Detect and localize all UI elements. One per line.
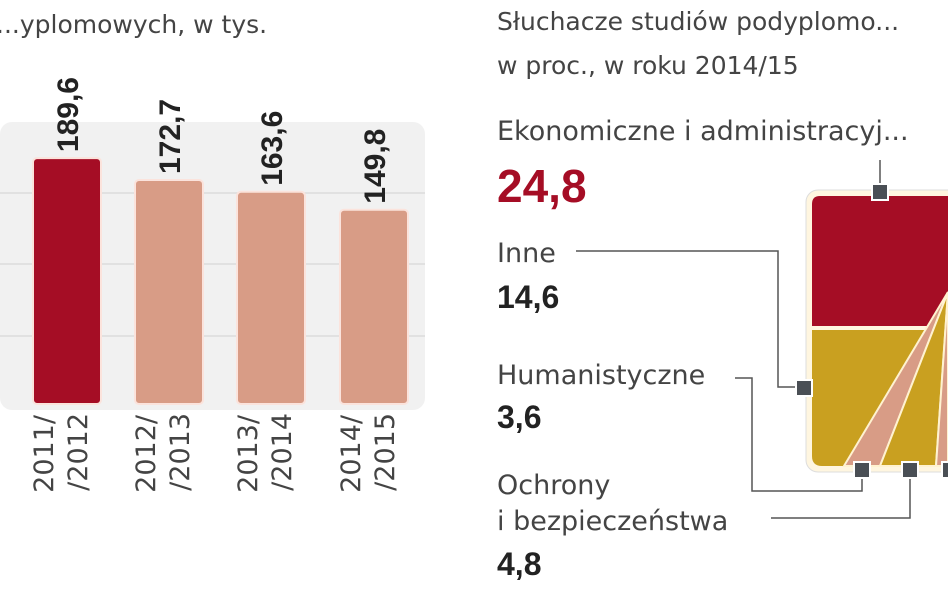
plot-background: [0, 122, 425, 410]
bar-chart-title: ...yplomowych, w tys.: [0, 10, 267, 39]
category-label: /2015: [370, 413, 401, 491]
category-label: 2014/: [336, 414, 367, 493]
bar-value-label: 189,6: [52, 77, 85, 152]
segment-value-humanistyczne: 3,6: [497, 399, 541, 435]
category-label: 2011/: [29, 414, 60, 493]
segment-label-ekonomiczne: Ekonomiczne i administracyj...: [497, 116, 909, 147]
bar: [32, 157, 102, 405]
segment-ekonomiczne: [812, 196, 948, 326]
segment-label-inne: Inne: [497, 238, 556, 269]
category-label: /2014: [267, 413, 298, 491]
segment-value-ekonomiczne: 24,8: [497, 160, 587, 212]
treemap-title-line-1: Słuchacze studiów podyplomo...: [497, 7, 899, 36]
category-label: 2013/: [233, 414, 264, 493]
segment-markers: [795, 183, 948, 479]
treemap-title-line-2: w proc., w roku 2014/15: [497, 51, 799, 80]
category-label: /2012: [63, 413, 94, 491]
bar: [339, 208, 409, 405]
bar-value-label: 172,7: [154, 99, 187, 174]
category-label: /2013: [165, 413, 196, 491]
bar: [134, 179, 204, 405]
segment-label-ochrony-2: i bezpieczeństwa: [497, 506, 728, 537]
treemap-chart: Słuchacze studiów podyplomo... w proc., …: [497, 7, 948, 582]
segment-value-ochrony: 4,8: [497, 546, 541, 582]
bar-value-label: 149,8: [359, 129, 392, 204]
bar: [236, 190, 306, 405]
leader-lines: [576, 160, 911, 519]
bar-value-label: 163,6: [256, 111, 289, 186]
segment-value-inne: 14,6: [497, 279, 559, 315]
segment-label-humanistyczne: Humanistyczne: [497, 360, 705, 391]
category-label: 2012/: [131, 414, 162, 493]
segment-label-ochrony-1: Ochrony: [497, 470, 610, 501]
bars: 189,6 2011//2012 172,7 2012//2013 163,6 2013/…: [29, 77, 409, 493]
bar-chart: ...yplomowych, w tys. 189,6 2011//2012 172…: [0, 10, 425, 493]
